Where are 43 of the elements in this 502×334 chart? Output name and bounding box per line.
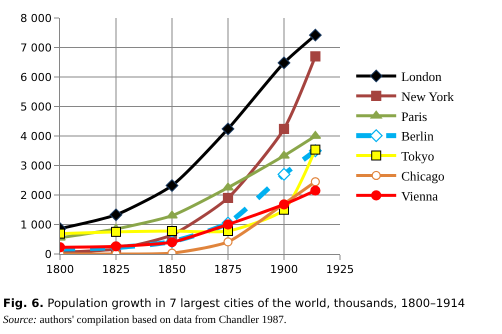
legend-label: Vienna xyxy=(401,188,438,204)
y-tick-label: 7 000 xyxy=(20,41,52,54)
y-tick-label: 4 000 xyxy=(20,130,52,143)
x-tick-label: 1825 xyxy=(102,263,130,276)
point xyxy=(310,130,322,139)
legend-label: Paris xyxy=(401,108,428,124)
point xyxy=(222,219,234,230)
point xyxy=(310,177,320,186)
point xyxy=(278,168,290,181)
y-tick-label: 8 000 xyxy=(20,12,52,25)
point xyxy=(278,56,290,70)
x-tick-label: 1850 xyxy=(158,263,186,276)
point xyxy=(110,208,122,222)
x-tick-label: 1925 xyxy=(326,263,354,276)
y-tick-label: 5 000 xyxy=(20,100,52,114)
y-tick-label: 2 000 xyxy=(20,188,52,202)
point xyxy=(310,144,320,155)
point xyxy=(310,51,320,62)
text: Fig. 6. Population growth in 7 largest cities of the world, thousands, 1800–1914 xyxy=(3,296,466,310)
source-note: Source: authors' compilation based on data from Chandler 1987. xyxy=(3,314,287,326)
point xyxy=(110,241,122,252)
y-tick-label: 1 000 xyxy=(20,218,52,232)
point xyxy=(309,28,322,42)
y-tick-label: 6 000 xyxy=(20,70,52,84)
point xyxy=(222,192,234,204)
x-tick-label: 1875 xyxy=(214,263,242,276)
point xyxy=(166,179,178,192)
point xyxy=(111,226,121,237)
point xyxy=(166,237,178,248)
point xyxy=(223,237,233,247)
point xyxy=(310,185,320,196)
legend-label: Berlin xyxy=(401,128,434,144)
legend-label: London xyxy=(401,69,442,84)
legend-label: New York xyxy=(401,88,454,104)
y-tick-label: 3 000 xyxy=(20,159,52,172)
y-tick-label: 0 xyxy=(44,248,52,261)
point xyxy=(222,122,234,136)
x-tick-label: 1800 xyxy=(46,263,74,276)
x-tick-label: 1900 xyxy=(270,263,298,276)
point xyxy=(278,150,290,159)
point xyxy=(278,124,290,134)
legend-label: Chicago xyxy=(401,168,445,184)
legend-label: Tokyo xyxy=(401,148,434,164)
